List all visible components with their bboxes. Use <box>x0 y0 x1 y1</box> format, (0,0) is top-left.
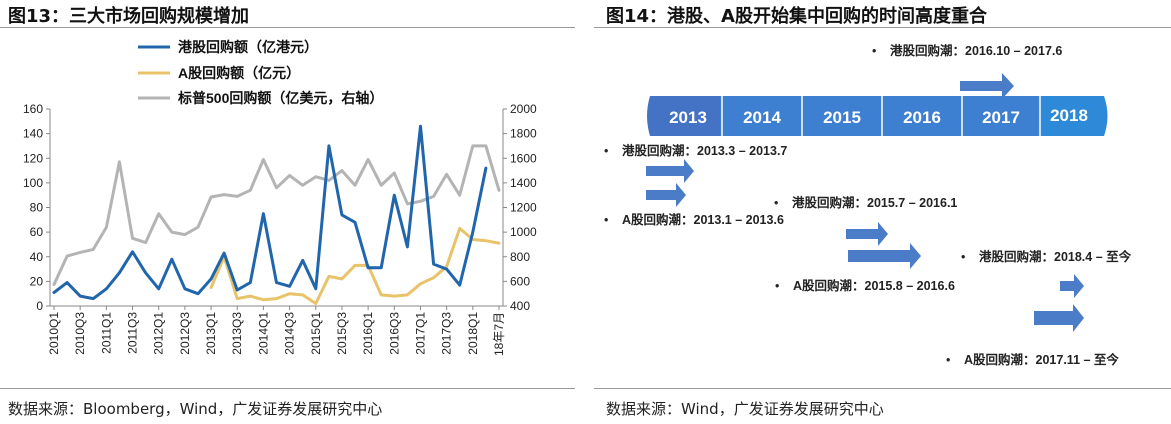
y-tick-label-right: 1200 <box>510 201 537 215</box>
x-tick-label: 2018Q1 <box>466 312 480 355</box>
arrow-a-2017 <box>1034 304 1084 332</box>
x-tick-label: 2011Q3 <box>126 312 140 354</box>
x-tick-label: 2016Q1 <box>361 312 375 355</box>
year-label: 2017 <box>982 108 1020 127</box>
y-tick-label-right: 1000 <box>510 225 537 239</box>
chart-series <box>52 124 501 305</box>
x-tick-label: 2016Q3 <box>387 312 401 355</box>
annotation-hk-2013: 港股回购潮：2013.3 – 2013.7 <box>622 143 787 158</box>
legend-label: A股回购额（亿元） <box>178 65 300 81</box>
figure-13-source: 数据来源：Bloomberg，Wind，广发证券发展研究中心 <box>8 400 383 418</box>
y-tick-label-left: 100 <box>23 176 43 190</box>
arrow-hk-2016 <box>960 73 1014 99</box>
year-label: 2015 <box>823 108 861 127</box>
bullet: • <box>604 144 608 158</box>
series-line-2 <box>52 144 501 286</box>
x-tick-label: 2014Q3 <box>283 312 297 355</box>
bullet: • <box>961 250 965 264</box>
annotation-hk-2018: 港股回购潮：2018.4 – 至今 <box>979 249 1132 264</box>
y-tick-label-right: 400 <box>510 299 530 313</box>
buyback-arrows <box>646 73 1084 332</box>
figure-13-panel: 图13：三大市场回购规模增加 港股回购额（亿港元） A股回购额（亿元） 标普500回… <box>0 0 575 424</box>
x-tick-label: 2012Q3 <box>178 312 192 355</box>
y-tick-label-left: 80 <box>30 201 44 215</box>
y-tick-label-right: 2000 <box>510 102 537 116</box>
x-tick-label: 2010Q3 <box>73 312 87 355</box>
year-timeline: 2013 2014 2015 2016 2017 2018 <box>647 96 1108 136</box>
y-tick-label-left: 20 <box>30 274 44 288</box>
annotation-a-2017: A股回购潮：2017.11 – 至今 <box>964 352 1119 367</box>
y-tick-label-left: 60 <box>30 225 44 239</box>
x-tick-label: 2012Q1 <box>152 312 166 355</box>
x-tick-label: 2011Q1 <box>99 312 113 354</box>
arrow-hk-2013 <box>646 159 694 183</box>
series-line-0 <box>52 124 488 301</box>
x-tick-label: 2014Q1 <box>256 312 270 355</box>
y-tick-label-left: 120 <box>23 151 43 165</box>
y-tick-label-left: 40 <box>30 250 44 264</box>
legend-label: 标普500回购额（亿美元，右轴） <box>177 90 383 106</box>
bullet: • <box>604 213 608 227</box>
y-tick-label-right: 1800 <box>510 127 537 141</box>
figure-14-source: 数据来源：Wind，广发证券发展研究中心 <box>606 400 884 418</box>
annotation-a-2015: A股回购潮：2015.8 – 2016.6 <box>793 278 955 293</box>
series-line-1 <box>209 226 501 305</box>
arrow-hk-2018 <box>1060 274 1084 298</box>
bullet: • <box>946 353 950 367</box>
y-tick-label-right: 1400 <box>510 176 537 190</box>
year-label: 2013 <box>669 108 707 127</box>
x-tick-label: 18年7月 <box>492 312 506 356</box>
timeline-bar-right <box>1040 96 1108 136</box>
year-label: 2018 <box>1050 106 1088 125</box>
x-tick-label: 2013Q1 <box>204 312 218 355</box>
x-tick-label: 2013Q3 <box>230 312 244 355</box>
annotation-hk-2015: 港股回购潮：2015.7 – 2016.1 <box>792 195 957 210</box>
y-tick-label-right: 800 <box>510 250 530 264</box>
y-tick-label-right: 1600 <box>510 151 537 165</box>
title-rule <box>0 27 575 28</box>
x-tick-label: 2010Q1 <box>47 312 61 355</box>
chart-axes: 0 20 40 60 80 100 120 140 160 400 600 800 1000 1200 14… <box>23 102 537 356</box>
x-tick-label: 2017Q3 <box>440 312 454 355</box>
figure-13-title: 图13：三大市场回购规模增加 <box>8 6 250 27</box>
title-rule <box>594 27 1171 28</box>
annotation-a-2013: A股回购潮：2013.1 – 2013.6 <box>622 212 784 227</box>
x-tick-label: 2015Q1 <box>309 312 323 355</box>
arrow-a-2015 <box>848 243 921 269</box>
year-label: 2016 <box>903 108 941 127</box>
bullet: • <box>775 279 779 293</box>
y-tick-label-left: 0 <box>36 299 43 313</box>
bullet: • <box>872 44 876 58</box>
figure-14-title: 图14：港股、A股开始集中回购的时间高度重合 <box>606 6 987 27</box>
arrow-hk-2015 <box>846 222 888 246</box>
legend-label: 港股回购额（亿港元） <box>178 39 318 55</box>
timeline-bar-mid <box>720 96 1040 136</box>
bullet: • <box>774 196 778 210</box>
source-rule <box>0 388 575 389</box>
year-label: 2014 <box>743 108 781 127</box>
y-tick-label-left: 160 <box>23 102 43 116</box>
annotation-hk-2016: 港股回购潮：2016.10 – 2017.6 <box>890 43 1062 58</box>
x-tick-label: 2017Q1 <box>413 312 427 355</box>
figure-14-panel: 图14：港股、A股开始集中回购的时间高度重合 2013 2014 2015 20… <box>594 0 1171 424</box>
buyback-line-chart: 港股回购额（亿港元） A股回购额（亿元） 标普500回购额（亿美元，右轴） 0 20 4… <box>23 39 537 356</box>
buyback-annotations: • 港股回购潮：2016.10 – 2017.6 • 港股回购潮：2013.3 … <box>604 43 1132 367</box>
chart-legend: 港股回购额（亿港元） A股回购额（亿元） 标普500回购额（亿美元，右轴） <box>138 39 383 106</box>
y-tick-label-left: 140 <box>23 127 43 141</box>
arrow-a-2013 <box>646 183 686 207</box>
buyback-timeline: 2013 2014 2015 2016 2017 2018 • 港股回购潮：20… <box>604 43 1132 367</box>
x-tick-label: 2015Q3 <box>335 312 349 355</box>
y-tick-label-right: 600 <box>510 274 530 288</box>
source-rule <box>594 388 1171 389</box>
